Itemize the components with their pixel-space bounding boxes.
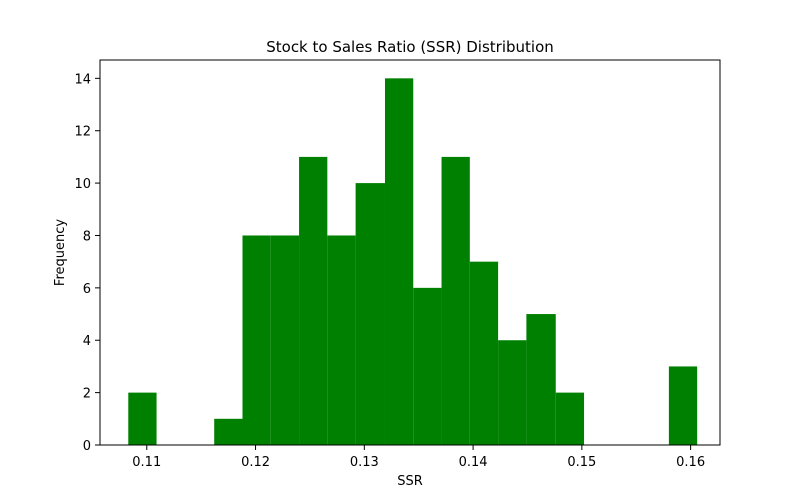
- x-tick-label: 0.13: [350, 455, 379, 470]
- y-tick-label: 0: [83, 439, 91, 454]
- chart-title: Stock to Sales Ratio (SSR) Distribution: [266, 38, 554, 56]
- histogram-bar: [668, 366, 698, 445]
- histogram-bar: [355, 183, 385, 445]
- y-tick-label: 4: [83, 334, 91, 349]
- histogram-bar: [413, 287, 442, 445]
- y-axis-ticks: 0 2 4 6 8 10 12 14: [74, 72, 100, 454]
- histogram-bar: [214, 418, 243, 445]
- x-tick-label: 0.16: [676, 455, 705, 470]
- y-tick-label: 14: [74, 72, 91, 87]
- x-axis-label: SSR: [397, 474, 423, 489]
- axes-frame: [99, 59, 721, 446]
- histogram-bar: [327, 235, 356, 445]
- y-tick-label: 8: [83, 229, 91, 244]
- histogram-bar: [299, 156, 328, 445]
- histogram-bar: [270, 235, 300, 445]
- y-tick-label: 2: [83, 387, 91, 402]
- x-axis-ticks: 0.11 0.12 0.13 0.14 0.15 0.16: [132, 445, 705, 470]
- histogram-bar: [128, 392, 157, 445]
- y-tick-label: 12: [74, 125, 91, 140]
- histogram-bar: [469, 261, 499, 445]
- bars-group: [128, 78, 698, 445]
- x-tick-label: 0.12: [241, 455, 270, 470]
- histogram-bar: [498, 340, 527, 445]
- histogram-bar: [242, 235, 271, 445]
- x-tick-label: 0.14: [459, 455, 488, 470]
- y-tick-label: 10: [74, 177, 91, 192]
- y-axis-label: Frequency: [53, 219, 68, 286]
- histogram-bar: [555, 392, 585, 445]
- y-tick-label: 6: [83, 282, 91, 297]
- histogram-bar: [526, 314, 556, 445]
- histogram-bar: [384, 78, 414, 445]
- histogram-bar: [441, 156, 470, 445]
- x-tick-label: 0.11: [132, 455, 161, 470]
- x-tick-label: 0.15: [567, 455, 596, 470]
